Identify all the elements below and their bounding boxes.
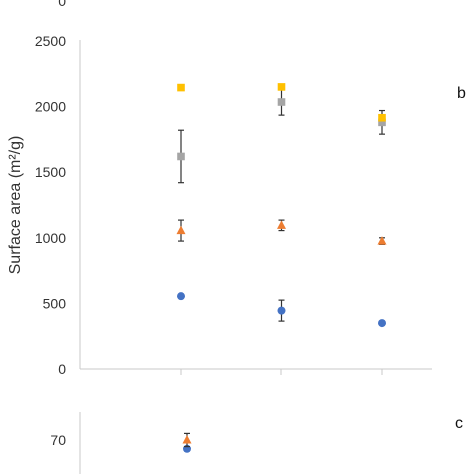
data-point-triangle: [176, 225, 186, 235]
data-point-square: [277, 98, 286, 106]
y-tick-label: 2500: [35, 33, 66, 49]
y-axis-label: Surface area (m²/g): [7, 136, 24, 275]
y-tick-labels: 70: [50, 432, 66, 448]
data-point-circle: [277, 306, 286, 315]
chart-panel-c: 70 c: [50, 412, 463, 474]
data-point-circle: [378, 319, 386, 328]
y-tick-label: 500: [43, 295, 67, 311]
data-point-square: [177, 83, 185, 92]
data-point-triangle: [277, 220, 286, 229]
partial-tick-label: 0: [58, 0, 66, 9]
y-tick-label: 1500: [35, 164, 66, 180]
y-tick-label: 1000: [35, 230, 66, 246]
data-point-square: [378, 118, 386, 127]
series-2: [176, 219, 387, 245]
y-tick-label: 0: [58, 361, 66, 377]
panel-label-b: b: [457, 85, 466, 102]
chart-panel-b: 0 500 1000 1500 2000 2500 Surface area (m²/g)…: [7, 33, 466, 377]
y-tick-labels: 0 500 1000 1500 2000 2500: [35, 33, 66, 377]
series-2: [182, 432, 192, 448]
panel-label-c: c: [455, 415, 463, 432]
series-3: [177, 88, 386, 184]
data-point-square: [277, 83, 286, 91]
data-point-square: [378, 113, 386, 122]
data-point-triangle: [182, 435, 192, 444]
y-tick-label: 2000: [35, 99, 66, 115]
data-marks: [176, 83, 387, 328]
data-marks: [182, 432, 192, 453]
series-4: [177, 83, 386, 122]
y-tick-label: 70: [50, 432, 66, 448]
data-point-circle: [177, 292, 185, 301]
data-point-triangle: [377, 236, 387, 245]
series-1: [177, 292, 386, 328]
data-point-square: [177, 152, 185, 161]
